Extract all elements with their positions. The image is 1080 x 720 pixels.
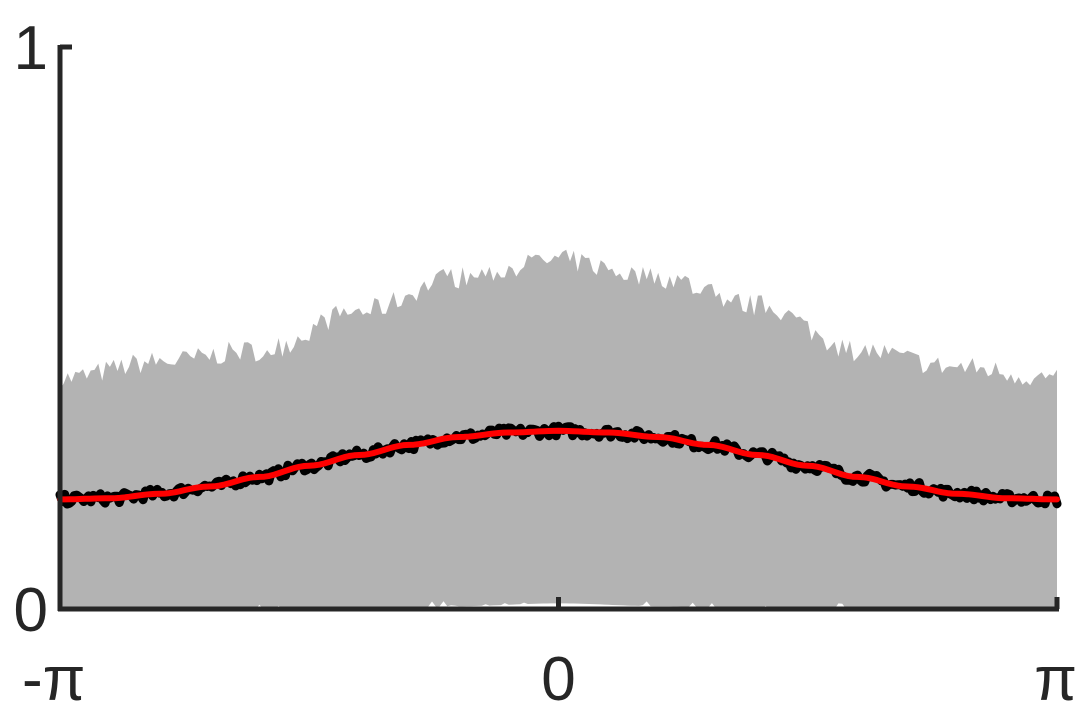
axes [57,44,1060,612]
y-tick-label: 0 [14,576,48,645]
fitted-series-line [57,427,1060,503]
x-tick-label: 0 [541,645,575,714]
y-tick-label: 1 [14,14,48,83]
tick-labels: 01-π 0 π [14,14,1077,714]
x-tick-label: -π [22,645,85,714]
series-layer [55,421,1062,509]
x-tick-label: π [1034,645,1077,714]
